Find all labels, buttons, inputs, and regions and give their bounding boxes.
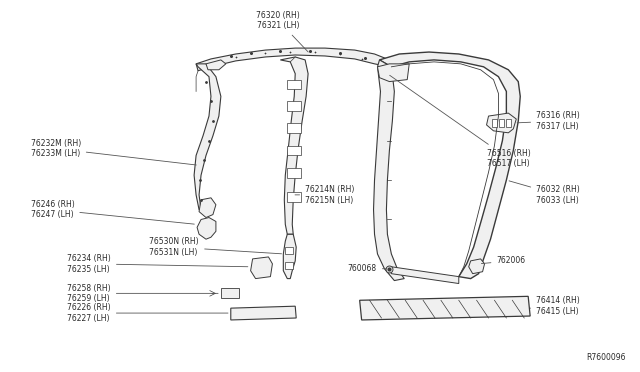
Text: 76246 (RH)
76247 (LH): 76246 (RH) 76247 (LH) — [31, 200, 195, 224]
Polygon shape — [280, 57, 308, 234]
Text: 76516 (RH)
76517 (LH): 76516 (RH) 76517 (LH) — [390, 75, 531, 168]
Text: 76232M (RH)
76233M (LH): 76232M (RH) 76233M (LH) — [31, 139, 196, 165]
Bar — [493, 119, 497, 127]
Text: 76226 (RH)
76227 (LH): 76226 (RH) 76227 (LH) — [67, 304, 228, 323]
Text: 76316 (RH)
76317 (LH): 76316 (RH) 76317 (LH) — [517, 111, 580, 131]
Text: 76234 (RH)
76235 (LH): 76234 (RH) 76235 (LH) — [67, 254, 248, 273]
Bar — [287, 168, 301, 178]
Polygon shape — [196, 48, 389, 71]
Polygon shape — [206, 60, 226, 70]
Polygon shape — [197, 218, 216, 239]
Bar — [221, 288, 239, 298]
Polygon shape — [468, 259, 484, 274]
Polygon shape — [251, 257, 273, 279]
Bar — [287, 145, 301, 155]
Text: 760068: 760068 — [348, 264, 387, 273]
Bar — [287, 192, 301, 202]
Polygon shape — [486, 113, 516, 133]
Polygon shape — [284, 234, 296, 279]
Bar — [285, 262, 293, 269]
Text: 76414 (RH)
76415 (LH): 76414 (RH) 76415 (LH) — [530, 296, 580, 316]
Text: 76258 (RH)
76259 (LH): 76258 (RH) 76259 (LH) — [67, 284, 218, 303]
Polygon shape — [378, 64, 409, 81]
Bar — [287, 123, 301, 133]
Bar — [506, 119, 511, 127]
Text: 76320 (RH)
76321 (LH): 76320 (RH) 76321 (LH) — [257, 11, 308, 52]
Bar — [287, 101, 301, 111]
Text: R7600096: R7600096 — [586, 353, 625, 362]
Text: 76032 (RH)
76033 (LH): 76032 (RH) 76033 (LH) — [509, 181, 580, 205]
Polygon shape — [374, 60, 404, 280]
Polygon shape — [380, 52, 520, 279]
Polygon shape — [231, 306, 296, 320]
Text: 762006: 762006 — [481, 256, 525, 265]
Polygon shape — [199, 198, 216, 218]
Polygon shape — [392, 267, 459, 283]
Polygon shape — [360, 296, 530, 320]
Text: 76530N (RH)
76531N (LH): 76530N (RH) 76531N (LH) — [150, 237, 282, 257]
Text: 76214N (RH)
76215N (LH): 76214N (RH) 76215N (LH) — [295, 185, 355, 205]
Bar — [499, 119, 504, 127]
Bar — [287, 80, 301, 89]
Bar — [285, 247, 293, 254]
Polygon shape — [194, 64, 221, 210]
